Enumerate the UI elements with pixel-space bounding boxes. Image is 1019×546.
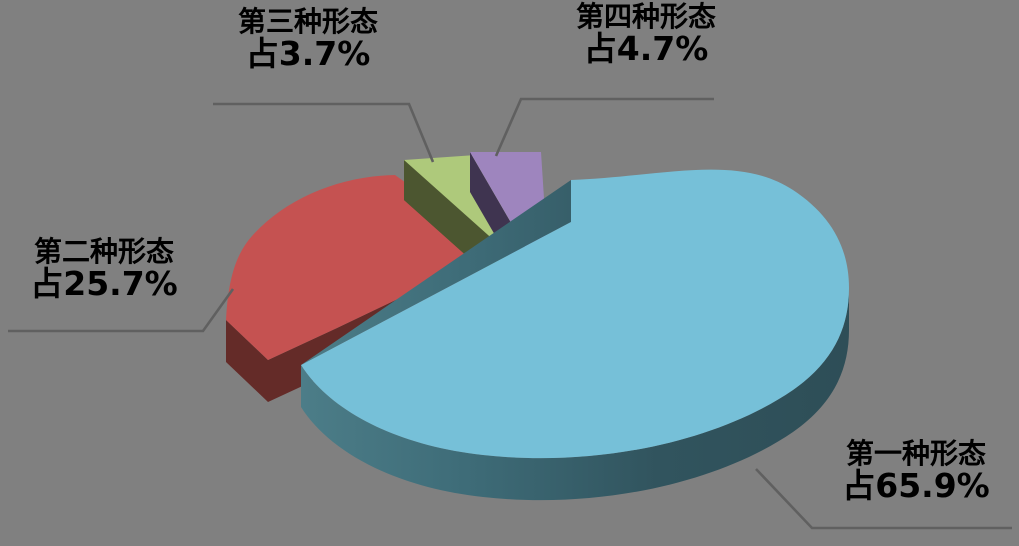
leader-line-third-form (213, 102, 435, 163)
pie-label-first-form-value: 占65.9% (842, 465, 990, 505)
pie-label-fourth-form-name: 第四种形态 (575, 0, 716, 33)
pie-label-second-form-value: 占25.7% (30, 263, 178, 303)
pie-label-first-form: 第一种形态 占65.9% (806, 437, 1019, 505)
pie-label-fourth-form: 第四种形态 占4.7% (536, 0, 756, 68)
pie-label-second-form-name: 第二种形态 (33, 235, 174, 268)
leader-line-fourth-form (494, 97, 714, 157)
pie-label-fourth-form-value: 占4.7% (583, 28, 709, 68)
leader-line-second-form (8, 288, 235, 333)
pie-label-third-form-name: 第三种形态 (237, 5, 378, 38)
pie-slice-second-form-side (226, 320, 268, 402)
pie-label-first-form-name: 第一种形态 (845, 437, 986, 470)
pie-slice-first-form[interactable] (301, 169, 849, 501)
pie-label-third-form-value: 占3.7% (245, 33, 371, 73)
leader-line-first-form (755, 468, 1012, 530)
pie-label-second-form: 第二种形态 占25.7% (0, 235, 214, 303)
pie-label-third-form: 第三种形态 占3.7% (198, 5, 418, 73)
pie-slice-first-form-top (301, 169, 849, 459)
